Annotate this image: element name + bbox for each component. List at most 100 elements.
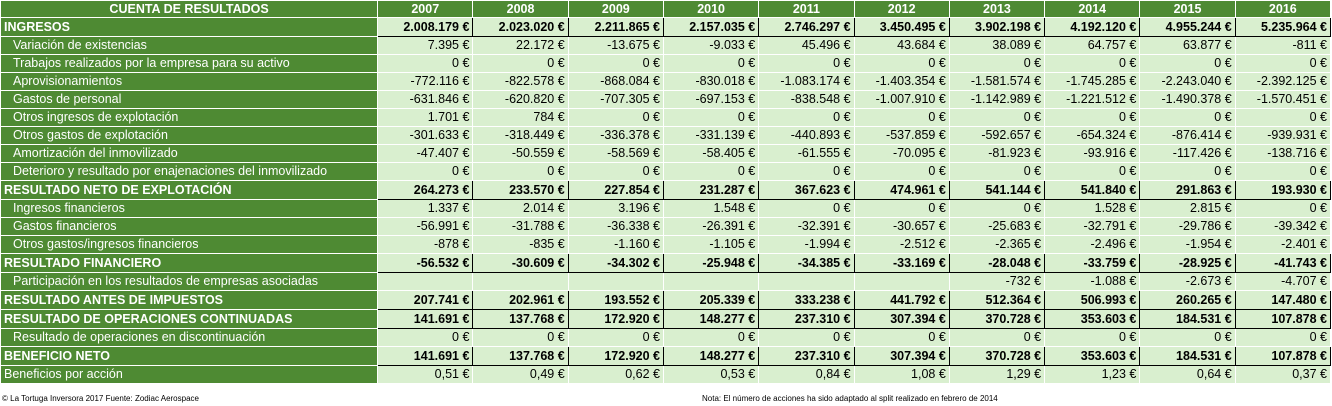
- value-cell: 3.196 €: [567, 199, 664, 218]
- value-cell: 353.603 €: [1044, 346, 1141, 366]
- value-cell: -772.116 €: [377, 72, 474, 91]
- value-cell: -41.743 €: [1234, 253, 1332, 273]
- row-label: RESULTADO NETO DE EXPLOTACIÓN: [0, 180, 379, 200]
- row-label: Variación de existencias: [0, 36, 379, 55]
- value-cell: -1.581.574 €: [948, 72, 1046, 91]
- value-cell: -1.083.174 €: [758, 72, 855, 91]
- value-cell: 353.603 €: [1044, 309, 1141, 329]
- value-cell: -30.657 €: [853, 217, 950, 236]
- value-cell: 307.394 €: [853, 309, 950, 329]
- year-header: 2015: [1139, 0, 1236, 18]
- value-cell: 541.144 €: [948, 180, 1046, 200]
- value-cell: 0 €: [1044, 328, 1141, 347]
- value-cell: -56.532 €: [377, 253, 474, 273]
- value-cell: 141.691 €: [377, 309, 474, 329]
- value-cell: 0,84 €: [758, 365, 855, 384]
- table-row: Trabajos realizados por la empresa para …: [0, 54, 1332, 73]
- year-header: 2014: [1044, 0, 1141, 18]
- value-cell: -1.403.354 €: [853, 72, 950, 91]
- row-label: INGRESOS: [0, 17, 379, 37]
- value-cell: 0 €: [853, 162, 950, 181]
- row-label: Otros gastos/ingresos financieros: [0, 235, 379, 254]
- value-cell: 3.902.198 €: [948, 17, 1046, 37]
- row-label: RESULTADO FINANCIERO: [0, 253, 379, 273]
- value-cell: -29.786 €: [1139, 217, 1236, 236]
- value-cell: 148.277 €: [662, 346, 760, 366]
- table-row: Resultado de operaciones en discontinuac…: [0, 328, 1332, 347]
- value-cell: 291.863 €: [1139, 180, 1236, 200]
- value-cell: -33.759 €: [1044, 253, 1141, 273]
- value-cell: -61.555 €: [758, 144, 855, 163]
- value-cell: -811 €: [1234, 36, 1332, 55]
- row-label: Aprovisionamientos: [0, 72, 379, 91]
- value-cell: [853, 272, 950, 291]
- value-cell: 0 €: [758, 199, 855, 218]
- value-cell: -331.139 €: [662, 126, 760, 145]
- value-cell: 784 €: [472, 108, 569, 127]
- value-cell: -56.991 €: [377, 217, 474, 236]
- income-statement-table: CUENTA DE RESULTADOS 2007 2008 2009 2010 201…: [0, 0, 1332, 384]
- value-cell: 193.552 €: [567, 290, 664, 310]
- value-cell: -1.088 €: [1044, 272, 1141, 291]
- table-row: Gastos financieros -56.991 € -31.788 € -36.…: [0, 217, 1332, 236]
- row-label: Trabajos realizados por la empresa para …: [0, 54, 379, 73]
- value-cell: 0 €: [472, 328, 569, 347]
- value-cell: 3.450.495 €: [853, 17, 950, 37]
- value-cell: 441.792 €: [853, 290, 950, 310]
- value-cell: 1,23 €: [1044, 365, 1141, 384]
- value-cell: 512.364 €: [948, 290, 1046, 310]
- value-cell: 0 €: [1044, 108, 1141, 127]
- value-cell: -830.018 €: [662, 72, 760, 91]
- value-cell: 474.961 €: [853, 180, 950, 200]
- value-cell: 2.014 €: [472, 199, 569, 218]
- value-cell: -2.365 €: [948, 235, 1046, 254]
- value-cell: -878 €: [377, 235, 474, 254]
- value-cell: 0 €: [1234, 54, 1332, 73]
- value-cell: 43.684 €: [853, 36, 950, 55]
- value-cell: [758, 272, 855, 291]
- value-cell: -592.657 €: [948, 126, 1046, 145]
- value-cell: -835 €: [472, 235, 569, 254]
- value-cell: 1,08 €: [853, 365, 950, 384]
- value-cell: 2.746.297 €: [758, 17, 855, 37]
- value-cell: 0 €: [377, 162, 474, 181]
- value-cell: 0 €: [758, 328, 855, 347]
- table-row: RESULTADO ANTES DE IMPUESTOS 207.741 €202…: [0, 290, 1332, 310]
- value-cell: -32.791 €: [1044, 217, 1141, 236]
- value-cell: 333.238 €: [758, 290, 855, 310]
- value-cell: -707.305 €: [567, 90, 664, 109]
- value-cell: 1.337 €: [377, 199, 474, 218]
- value-cell: -620.820 €: [472, 90, 569, 109]
- row-label: Otros ingresos de explotación: [0, 108, 379, 127]
- value-cell: -36.338 €: [567, 217, 664, 236]
- value-cell: -1.570.451 €: [1234, 90, 1332, 109]
- value-cell: 193.930 €: [1234, 180, 1332, 200]
- value-cell: -25.683 €: [948, 217, 1046, 236]
- value-cell: 0,49 €: [472, 365, 569, 384]
- value-cell: 0 €: [662, 108, 760, 127]
- value-cell: 0 €: [1139, 54, 1236, 73]
- value-cell: -58.569 €: [567, 144, 664, 163]
- value-cell: -32.391 €: [758, 217, 855, 236]
- value-cell: 0 €: [1234, 162, 1332, 181]
- value-cell: -93.916 €: [1044, 144, 1141, 163]
- value-cell: -301.633 €: [377, 126, 474, 145]
- value-cell: -1.745.285 €: [1044, 72, 1141, 91]
- value-cell: [472, 272, 569, 291]
- row-label: Beneficios por acción: [0, 365, 379, 384]
- value-cell: 205.339 €: [662, 290, 760, 310]
- table-row: Deterioro y resultado por enajenaciones …: [0, 162, 1332, 181]
- value-cell: 147.480 €: [1234, 290, 1332, 310]
- header-row: CUENTA DE RESULTADOS 2007 2008 2009 2010 201…: [0, 0, 1332, 18]
- value-cell: 0,62 €: [567, 365, 664, 384]
- value-cell: -876.414 €: [1139, 126, 1236, 145]
- row-label: Deterioro y resultado por enajenaciones …: [0, 162, 379, 181]
- row-label: Gastos financieros: [0, 217, 379, 236]
- year-header: 2008: [472, 0, 569, 18]
- value-cell: 237.310 €: [758, 309, 855, 329]
- value-cell: 107.878 €: [1234, 346, 1332, 366]
- value-cell: 0,53 €: [662, 365, 760, 384]
- value-cell: -1.105 €: [662, 235, 760, 254]
- table-row: Otros gastos/ingresos financieros -878 € -…: [0, 235, 1332, 254]
